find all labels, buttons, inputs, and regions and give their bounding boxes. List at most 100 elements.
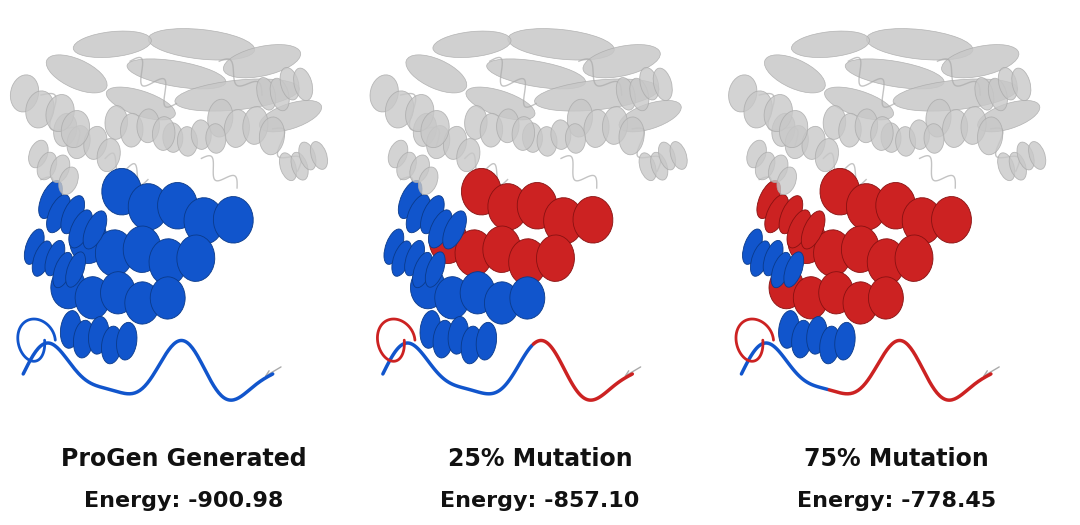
Ellipse shape xyxy=(384,229,404,265)
Ellipse shape xyxy=(566,124,585,153)
Ellipse shape xyxy=(1028,142,1045,170)
Ellipse shape xyxy=(224,45,300,78)
Ellipse shape xyxy=(650,152,667,180)
Ellipse shape xyxy=(148,28,255,60)
Ellipse shape xyxy=(488,184,528,230)
Ellipse shape xyxy=(659,142,676,170)
Ellipse shape xyxy=(413,253,432,288)
Ellipse shape xyxy=(62,111,90,148)
Ellipse shape xyxy=(158,183,198,229)
Ellipse shape xyxy=(769,267,804,309)
Ellipse shape xyxy=(25,229,44,265)
Ellipse shape xyxy=(751,241,770,276)
Ellipse shape xyxy=(895,235,933,281)
Ellipse shape xyxy=(772,113,795,146)
Ellipse shape xyxy=(95,230,133,276)
Ellipse shape xyxy=(121,113,143,147)
Ellipse shape xyxy=(841,226,879,272)
Ellipse shape xyxy=(392,241,411,276)
Ellipse shape xyxy=(406,55,467,93)
Ellipse shape xyxy=(823,106,846,139)
Ellipse shape xyxy=(757,181,781,218)
Ellipse shape xyxy=(881,123,901,152)
Ellipse shape xyxy=(386,91,414,128)
Ellipse shape xyxy=(102,169,141,215)
Ellipse shape xyxy=(617,78,635,110)
Ellipse shape xyxy=(396,152,417,180)
Ellipse shape xyxy=(414,113,436,146)
Ellipse shape xyxy=(51,267,85,309)
Ellipse shape xyxy=(73,31,151,58)
Ellipse shape xyxy=(152,117,175,150)
Ellipse shape xyxy=(843,282,878,324)
Ellipse shape xyxy=(765,55,825,93)
Ellipse shape xyxy=(69,217,108,264)
Ellipse shape xyxy=(427,125,449,159)
Ellipse shape xyxy=(291,152,308,180)
Ellipse shape xyxy=(60,311,81,348)
Ellipse shape xyxy=(485,282,519,324)
Ellipse shape xyxy=(998,153,1015,181)
Ellipse shape xyxy=(280,67,299,100)
Ellipse shape xyxy=(619,117,644,155)
Ellipse shape xyxy=(177,235,215,281)
Ellipse shape xyxy=(932,196,971,243)
Ellipse shape xyxy=(105,106,127,139)
Ellipse shape xyxy=(487,59,585,89)
Ellipse shape xyxy=(670,142,687,170)
Ellipse shape xyxy=(184,198,224,244)
Ellipse shape xyxy=(813,230,851,276)
Ellipse shape xyxy=(1009,152,1026,180)
Ellipse shape xyxy=(214,196,253,243)
Ellipse shape xyxy=(37,152,57,180)
Ellipse shape xyxy=(310,142,327,170)
Ellipse shape xyxy=(868,277,903,319)
Ellipse shape xyxy=(835,322,855,360)
Ellipse shape xyxy=(909,120,930,150)
Ellipse shape xyxy=(764,240,783,276)
Ellipse shape xyxy=(977,117,1002,155)
Ellipse shape xyxy=(270,78,289,111)
Ellipse shape xyxy=(902,198,942,244)
Ellipse shape xyxy=(497,109,519,143)
Ellipse shape xyxy=(567,99,593,137)
Text: 25% Mutation: 25% Mutation xyxy=(448,447,632,471)
Ellipse shape xyxy=(460,271,495,314)
Ellipse shape xyxy=(820,169,860,215)
Ellipse shape xyxy=(481,113,502,147)
Ellipse shape xyxy=(765,195,788,233)
Ellipse shape xyxy=(876,183,916,229)
Ellipse shape xyxy=(510,277,544,319)
Ellipse shape xyxy=(893,79,1017,111)
Ellipse shape xyxy=(83,211,107,249)
Ellipse shape xyxy=(28,140,49,168)
Ellipse shape xyxy=(259,117,284,155)
Ellipse shape xyxy=(150,277,185,319)
Ellipse shape xyxy=(765,94,793,132)
Ellipse shape xyxy=(243,107,268,144)
Ellipse shape xyxy=(406,94,434,132)
Ellipse shape xyxy=(729,75,757,112)
Ellipse shape xyxy=(653,68,673,101)
Ellipse shape xyxy=(163,123,183,152)
Text: 75% Mutation: 75% Mutation xyxy=(804,447,989,471)
Ellipse shape xyxy=(639,67,659,100)
Ellipse shape xyxy=(975,78,994,110)
Ellipse shape xyxy=(420,196,444,234)
Ellipse shape xyxy=(60,196,84,234)
Ellipse shape xyxy=(535,79,659,111)
Ellipse shape xyxy=(127,59,226,89)
Ellipse shape xyxy=(895,127,916,156)
Ellipse shape xyxy=(259,100,322,132)
Ellipse shape xyxy=(11,75,39,112)
Ellipse shape xyxy=(429,210,453,248)
Ellipse shape xyxy=(257,78,275,110)
Ellipse shape xyxy=(46,55,107,93)
Ellipse shape xyxy=(508,28,615,60)
Ellipse shape xyxy=(435,277,470,319)
Ellipse shape xyxy=(551,120,571,150)
Ellipse shape xyxy=(543,198,583,244)
Ellipse shape xyxy=(977,100,1040,132)
Ellipse shape xyxy=(639,153,657,181)
Ellipse shape xyxy=(294,68,313,101)
